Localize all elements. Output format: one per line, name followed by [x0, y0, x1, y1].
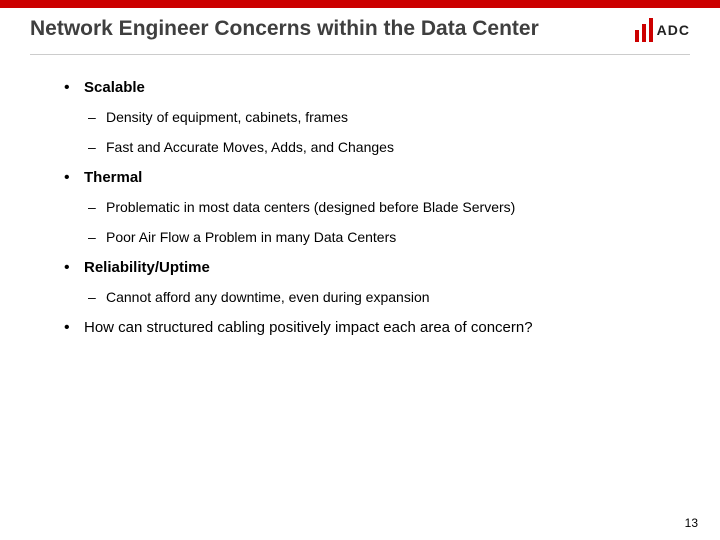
- bullet-l2: Cannot afford any downtime, even during …: [84, 289, 660, 305]
- bullet-l2: Fast and Accurate Moves, Adds, and Chang…: [84, 139, 660, 155]
- bullet-l1: Scalable Density of equipment, cabinets, …: [60, 79, 660, 155]
- logo-bars-icon: [635, 18, 653, 42]
- bullet-l1: How can structured cabling positively im…: [60, 319, 660, 337]
- content-area: Scalable Density of equipment, cabinets, …: [0, 55, 720, 337]
- slide: Network Engineer Concerns within the Dat…: [0, 0, 720, 540]
- top-accent-bar: [0, 0, 720, 8]
- bullet-l2: Problematic in most data centers (design…: [84, 199, 660, 215]
- bullet-l1-text: Thermal: [84, 169, 142, 186]
- bullet-sublist: Problematic in most data centers (design…: [84, 199, 660, 245]
- bullet-l1-text: Reliability/Uptime: [84, 259, 210, 276]
- page-number: 13: [685, 516, 698, 530]
- header-row: Network Engineer Concerns within the Dat…: [0, 8, 720, 42]
- logo-bar: [642, 24, 646, 42]
- bullet-l2: Density of equipment, cabinets, frames: [84, 109, 660, 125]
- bullet-l1: Reliability/Uptime Cannot afford any down…: [60, 259, 660, 305]
- bullet-l1-text: How can structured cabling positively im…: [84, 319, 533, 336]
- logo-bar: [635, 30, 639, 42]
- bullet-l2: Poor Air Flow a Problem in many Data Cen…: [84, 229, 660, 245]
- bullet-sublist: Density of equipment, cabinets, frames Fa…: [84, 109, 660, 155]
- slide-title: Network Engineer Concerns within the Dat…: [30, 16, 539, 41]
- logo-text: ADC: [657, 22, 690, 38]
- logo-bar: [649, 18, 653, 42]
- brand-logo: ADC: [635, 18, 690, 42]
- bullet-list: Scalable Density of equipment, cabinets, …: [60, 79, 660, 337]
- bullet-sublist: Cannot afford any downtime, even during …: [84, 289, 660, 305]
- bullet-l1: Thermal Problematic in most data centers …: [60, 169, 660, 245]
- bullet-l1-text: Scalable: [84, 79, 145, 96]
